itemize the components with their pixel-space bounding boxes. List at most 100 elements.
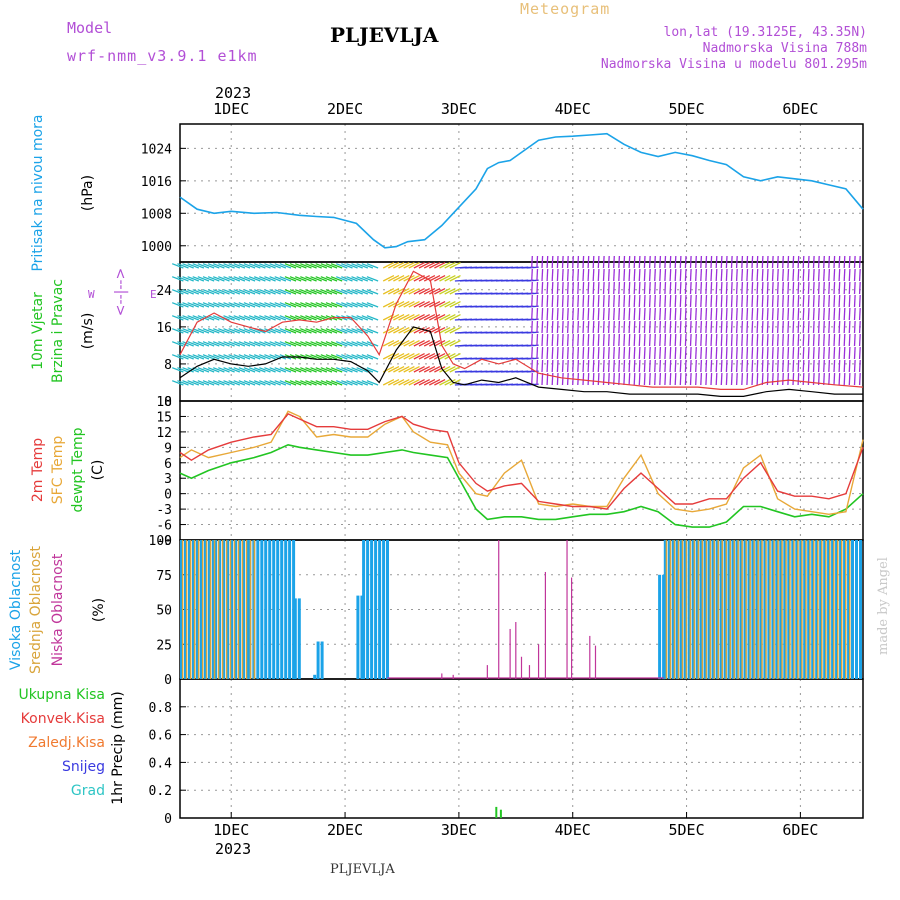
wind-arrow	[735, 268, 738, 282]
wind-arrow	[817, 359, 820, 373]
cloud-mid-bar	[729, 540, 731, 679]
wind-arrow	[413, 327, 425, 334]
wind-arrow	[659, 346, 662, 360]
wind-arrow	[294, 289, 307, 295]
wind-arrow	[228, 354, 241, 360]
wind-arrow	[843, 372, 846, 386]
wind-arrow	[787, 255, 790, 269]
wind-arrow	[269, 315, 281, 321]
wind-arrow	[623, 320, 626, 334]
wind-arrow	[607, 255, 610, 269]
cloud-high-bar	[771, 540, 775, 679]
wind-arrow	[253, 315, 266, 321]
wind-arrow	[715, 333, 718, 347]
wind-arrow	[561, 255, 564, 269]
wind-arrow	[320, 341, 333, 347]
wind-arrow	[361, 276, 374, 282]
wind-arrow	[398, 288, 410, 295]
wind-arrow	[207, 341, 220, 347]
wind-arrow	[643, 307, 646, 321]
wind-arrow	[674, 268, 677, 282]
wind-arrow	[207, 380, 220, 386]
wind-arrow	[228, 367, 241, 373]
wind-arrow	[792, 281, 795, 295]
wind-arrow	[177, 276, 189, 282]
y-tick-label: 24	[156, 284, 172, 299]
wind-arrow	[351, 302, 363, 308]
wind-arrow	[613, 255, 615, 269]
wind-arrow	[802, 281, 805, 295]
wind-arrow	[792, 359, 795, 373]
wind-arrow	[274, 328, 287, 334]
wind-arrow	[356, 302, 369, 308]
wind-arrow	[238, 354, 251, 360]
y-tick-label: 6	[164, 457, 172, 472]
wind-arrow	[664, 346, 667, 360]
wind-arrow	[679, 255, 682, 269]
wind-arrow	[294, 302, 307, 308]
wind-arrow	[853, 346, 856, 360]
wind-arrow	[715, 307, 718, 321]
wind-arrow	[725, 255, 728, 269]
wind-arrow	[356, 263, 369, 269]
wind-arrow	[413, 366, 425, 373]
y-tick-label: 0.6	[149, 729, 172, 744]
wind-arrow	[444, 353, 456, 360]
cloud-high-bar	[715, 540, 719, 679]
wind-arrow	[341, 341, 353, 347]
wind-arrow	[429, 379, 441, 386]
wind-arrow	[766, 294, 769, 308]
wind-arrow	[654, 333, 656, 347]
wind-arrow	[582, 359, 585, 373]
y-tick-label: 75	[156, 569, 172, 584]
cloud-mid-bar	[845, 540, 847, 679]
wind-arrow	[218, 289, 230, 295]
wind-arrow	[623, 268, 626, 282]
wind-arrow	[330, 276, 343, 282]
wind-arrow	[284, 263, 297, 269]
wind-arrow	[546, 346, 549, 360]
wind-arrow	[648, 320, 651, 334]
wind-arrow	[823, 294, 825, 308]
wind-arrow	[366, 367, 379, 373]
wind-arrow	[305, 315, 317, 321]
cloud-high-bar	[859, 540, 862, 679]
wind-arrow	[828, 268, 831, 282]
cloud-mid-bar	[693, 540, 696, 679]
wind-arrow	[689, 320, 692, 334]
cloud-high-bar	[815, 540, 819, 679]
wind-arrow	[248, 263, 261, 269]
wind-arrow	[197, 289, 210, 295]
wind-arrow	[689, 359, 692, 373]
wind-arrow	[689, 255, 692, 269]
wind-arrow	[689, 294, 692, 308]
wind-arrow	[797, 359, 800, 373]
wind-arrow	[264, 328, 276, 334]
wind-arrow	[572, 281, 574, 295]
wind-arrow	[310, 367, 322, 373]
wind-arrow	[388, 288, 400, 295]
wind-arrow	[597, 333, 600, 347]
wind-arrow	[858, 320, 861, 334]
x-tick-label-bottom: 2DEC	[327, 821, 363, 839]
cloud-high-bar	[662, 574, 666, 680]
wind-arrow	[243, 328, 256, 334]
wind-arrow	[802, 294, 805, 308]
wind-arrow	[628, 268, 631, 282]
wind-arrow	[828, 359, 831, 373]
wind-arrow	[330, 380, 343, 386]
wind-arrow	[695, 372, 697, 386]
cloud-mid-bar	[701, 540, 704, 679]
cloud-high-bar	[795, 540, 799, 679]
wind-arrow	[807, 307, 810, 321]
wind-arrow	[643, 255, 646, 269]
wind-arrow	[812, 281, 815, 295]
dewpt-series-line	[179, 443, 864, 528]
wind-arrow	[253, 341, 266, 347]
wind-arrow	[664, 359, 667, 373]
wind-arrow	[566, 307, 569, 321]
wind-arrow	[202, 354, 215, 360]
wind-arrow	[771, 281, 774, 295]
wind-arrow	[325, 302, 338, 308]
wind-arrow	[561, 268, 564, 282]
